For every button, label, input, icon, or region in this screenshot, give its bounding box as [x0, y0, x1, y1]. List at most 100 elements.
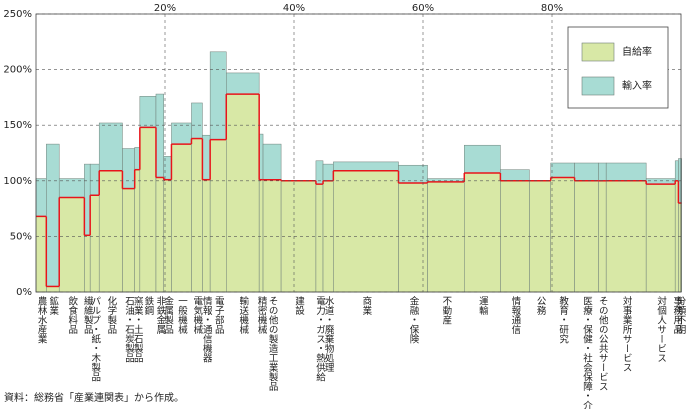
bar-segment — [58, 197, 85, 293]
bar-segment — [191, 138, 203, 293]
bar-segment — [464, 172, 501, 293]
bar-segment — [315, 183, 324, 293]
bar-segment — [202, 134, 211, 180]
x-category-label: 金属製品 — [162, 295, 174, 335]
x-category-label: 電力・ガス・熱供給 — [314, 296, 326, 382]
bar-segment — [464, 144, 501, 174]
bar-segment — [46, 143, 60, 287]
bar-segment — [122, 188, 135, 293]
y-tick-label: 100% — [3, 176, 32, 187]
x-category-label: 建設 — [293, 295, 305, 316]
x-category-label: 電子部品 — [213, 296, 225, 335]
bar-segment — [155, 93, 164, 178]
x-category-label: 不動産 — [440, 296, 452, 325]
x-category-label: 対個人サービス — [655, 295, 667, 362]
y-tick-label: 50% — [10, 231, 32, 242]
y-tick-label: 0% — [16, 287, 32, 298]
bar-segment — [35, 178, 47, 217]
legend-swatch — [581, 76, 615, 96]
bar-segment — [98, 122, 123, 172]
bar-segment — [89, 195, 100, 293]
bar-segment — [46, 286, 60, 293]
bar-segment — [84, 235, 91, 293]
x-category-label: 精密機械 — [256, 295, 268, 335]
bar-segment — [98, 170, 123, 293]
bar-segment — [333, 161, 399, 172]
x-category-label: 鉱業 — [47, 295, 59, 316]
plot-frame — [35, 13, 682, 293]
x-category-label: 鉄鋼 — [142, 295, 154, 316]
x-category-label: 水道・廃棄物処理 — [323, 295, 335, 372]
bar-segment — [500, 169, 530, 182]
bar-segment — [122, 148, 135, 189]
x-category-label: 商業 — [360, 295, 372, 316]
x-category-label: 運輸 — [477, 296, 489, 316]
bar-segment — [550, 162, 575, 178]
bar-segment — [645, 178, 676, 185]
bar-segment — [191, 102, 203, 139]
x-category-label: パルプ・紙・木製品 — [89, 296, 101, 382]
bar-segment — [226, 72, 260, 95]
bar-segment — [258, 179, 264, 293]
legend-label: 自給率 — [622, 45, 652, 58]
bar-segment — [605, 162, 647, 182]
x-tick-label: 40% — [283, 3, 305, 14]
x-category-label: 分類不明 — [675, 296, 687, 335]
y-tick-label: 150% — [3, 120, 32, 131]
bar-segment — [674, 160, 679, 182]
x-category-label: 化学製品 — [105, 295, 117, 335]
bar-segment — [84, 163, 91, 236]
bar-segment — [58, 178, 85, 198]
x-category-label: 教育・研究 — [557, 295, 569, 344]
x-tick-label: 60% — [412, 3, 434, 14]
bar-segment — [139, 127, 157, 293]
x-category-label: 繊維製品 — [82, 295, 94, 335]
x-category-label: 窯業・土石製品 — [132, 295, 144, 363]
x-category-label: 石油・石炭製品 — [123, 296, 135, 363]
bar-segment — [550, 177, 575, 293]
legend-swatch — [581, 42, 615, 62]
y-tick-label: 250% — [3, 9, 32, 20]
bar-segment — [226, 93, 260, 293]
bar-segment — [171, 143, 192, 293]
legend-label: 輸入率 — [622, 79, 652, 92]
bar-segment — [398, 164, 428, 184]
x-category-label: 事務用品 — [671, 295, 683, 335]
bar-segment — [202, 179, 211, 293]
x-category-label: 医療・保健・社会保障・介護 — [581, 296, 593, 409]
x-category-label: 対事業所サービス — [621, 295, 633, 372]
bar-segment — [89, 163, 100, 196]
bar-segment — [333, 170, 399, 293]
bar-segment — [645, 183, 676, 293]
x-category-label: 非鉄金属 — [154, 295, 166, 335]
bar-segment — [209, 51, 227, 140]
legend-box — [567, 26, 669, 109]
bar-segment — [427, 181, 465, 293]
x-category-label: 農林水産業 — [36, 295, 48, 344]
x-tick-label: 80% — [541, 3, 563, 14]
bar-segment — [322, 163, 334, 182]
bar-segment — [134, 169, 141, 293]
x-category-label: 一般機械 — [176, 296, 188, 335]
bar-segment — [280, 180, 317, 293]
x-category-label: 情報通信 — [509, 295, 521, 335]
source-note: 資料：総務省「産業連関表」から作成。 — [4, 391, 184, 404]
bar-segment — [139, 96, 157, 128]
x-category-label: 公務 — [535, 296, 547, 316]
bar-segment — [209, 139, 227, 293]
x-category-label: 情報・通信機器 — [201, 295, 213, 362]
bar-segment — [155, 177, 164, 293]
bar-segment — [134, 147, 141, 170]
x-category-label: その他の公共サービス — [597, 296, 609, 391]
bar-segment — [262, 143, 282, 180]
x-category-label: 飲食料品 — [66, 295, 78, 335]
bar-segment — [574, 162, 599, 182]
bar-segment — [262, 179, 282, 293]
x-category-label: 輸送機械 — [237, 295, 249, 335]
x-category-label: 金融・保険 — [408, 295, 420, 344]
bar-segment — [35, 216, 47, 293]
x-category-label: その他の製造工業製品 — [267, 296, 279, 392]
x-category-label: 電気機械 — [191, 296, 203, 335]
y-tick-label: 200% — [3, 65, 32, 76]
